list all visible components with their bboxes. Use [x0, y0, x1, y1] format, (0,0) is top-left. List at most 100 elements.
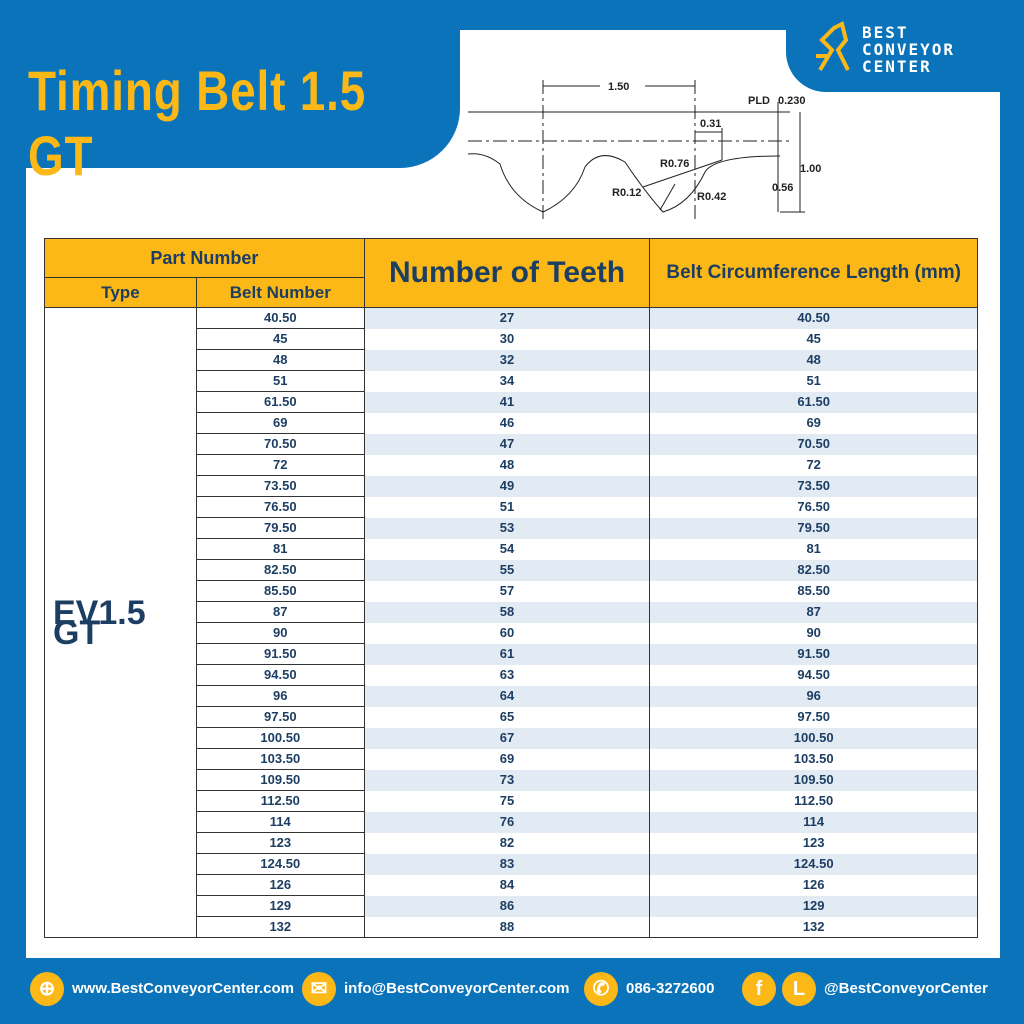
- circumference-cell: 91.50: [649, 643, 978, 665]
- belt-number-cell: 96: [195, 685, 365, 707]
- email-link[interactable]: info@BestConveyorCenter.com: [344, 980, 570, 997]
- belt-number-cell: 72: [195, 454, 365, 476]
- teeth-cell: 51: [363, 496, 651, 518]
- teeth-cell: 88: [363, 916, 651, 938]
- belt-number-cell: 114: [195, 811, 365, 833]
- table-row: 109.50 73 109.50: [45, 769, 978, 791]
- circumference-cell: 51: [649, 370, 978, 392]
- circumference-cell: 40.50: [649, 307, 978, 329]
- belt-number-cell: 40.50: [195, 307, 365, 329]
- circumference-cell: 70.50: [649, 433, 978, 455]
- teeth-cell: 64: [363, 685, 651, 707]
- brand-logo-text: BEST CONVEYOR CENTER: [862, 23, 956, 76]
- teeth-cell: 48: [363, 454, 651, 476]
- circumference-cell: 123: [649, 832, 978, 854]
- line-icon[interactable]: L: [782, 972, 816, 1006]
- circumference-cell: 85.50: [649, 580, 978, 602]
- table-row: 123 82 123: [45, 832, 978, 854]
- circumference-cell: 73.50: [649, 475, 978, 497]
- header-belt-number: Belt Number: [195, 277, 365, 308]
- circumference-cell: 96: [649, 685, 978, 707]
- belt-number-cell: 126: [195, 874, 365, 896]
- teeth-cell: 27: [363, 307, 651, 329]
- belt-number-cell: 112.50: [195, 790, 365, 812]
- circumference-cell: 76.50: [649, 496, 978, 518]
- belt-number-cell: 103.50: [195, 748, 365, 770]
- belt-number-cell: 79.50: [195, 517, 365, 539]
- teeth-cell: 73: [363, 769, 651, 791]
- belt-number-cell: 45: [195, 328, 365, 350]
- belt-number-cell: 132: [195, 916, 365, 938]
- belt-number-cell: 100.50: [195, 727, 365, 749]
- svg-text:0.31: 0.31: [700, 118, 721, 130]
- svg-text:0.230: 0.230: [778, 95, 806, 107]
- table-row: 96 64 96: [45, 685, 978, 707]
- phone-icon: ✆: [584, 972, 618, 1006]
- table-row: 72 48 72: [45, 454, 978, 476]
- teeth-cell: 49: [363, 475, 651, 497]
- belt-number-cell: 61.50: [195, 391, 365, 413]
- table-row: 73.50 49 73.50: [45, 475, 978, 497]
- circumference-cell: 100.50: [649, 727, 978, 749]
- belt-number-cell: 51: [195, 370, 365, 392]
- teeth-cell: 67: [363, 727, 651, 749]
- belt-number-cell: 124.50: [195, 853, 365, 875]
- circumference-cell: 90: [649, 622, 978, 644]
- header-part-number: Part Number: [44, 238, 365, 278]
- belt-number-cell: 82.50: [195, 559, 365, 581]
- belt-number-cell: 48: [195, 349, 365, 371]
- belt-number-cell: 81: [195, 538, 365, 560]
- table-row: 45 30 45: [45, 328, 978, 350]
- type-cell: EV1.5 GT: [44, 307, 197, 938]
- table-row: 100.50 67 100.50: [45, 727, 978, 749]
- teeth-cell: 76: [363, 811, 651, 833]
- svg-text:R0.12: R0.12: [612, 187, 641, 199]
- teeth-cell: 47: [363, 433, 651, 455]
- belt-profile-diagram: 1.50 PLD 0.230 0.31 R0.76 R0.12 R0.42 0.…: [467, 80, 821, 222]
- teeth-cell: 30: [363, 328, 651, 350]
- table-row: 91.50 61 91.50: [45, 643, 978, 665]
- teeth-cell: 61: [363, 643, 651, 665]
- teeth-cell: 83: [363, 853, 651, 875]
- table-row: 90 60 90: [45, 622, 978, 644]
- header-type: Type: [44, 277, 197, 308]
- circumference-cell: 79.50: [649, 517, 978, 539]
- belt-number-cell: 123: [195, 832, 365, 854]
- email-icon: ✉: [302, 972, 336, 1006]
- circumference-cell: 48: [649, 349, 978, 371]
- facebook-icon[interactable]: f: [742, 972, 776, 1006]
- table-row: 97.50 65 97.50: [45, 706, 978, 728]
- svg-text:1.50: 1.50: [608, 81, 629, 93]
- circumference-cell: 97.50: [649, 706, 978, 728]
- svg-text:0.56: 0.56: [772, 182, 793, 194]
- table-row: 48 32 48: [45, 349, 978, 371]
- table-row: 69 46 69: [45, 412, 978, 434]
- belt-number-cell: 87: [195, 601, 365, 623]
- table-row: EV1.5 GT 40.50 27 40.50: [44, 307, 978, 938]
- circumference-cell: 94.50: [649, 664, 978, 686]
- teeth-cell: 54: [363, 538, 651, 560]
- belt-spec-table: Part Number Number of Teeth Belt Circumf…: [44, 238, 978, 938]
- circumference-cell: 124.50: [649, 853, 978, 875]
- teeth-cell: 65: [363, 706, 651, 728]
- footer: ⊕ www.BestConveyorCenter.com ✉ info@Best…: [0, 972, 1024, 1012]
- circumference-cell: 109.50: [649, 769, 978, 791]
- belt-number-cell: 85.50: [195, 580, 365, 602]
- belt-number-cell: 76.50: [195, 496, 365, 518]
- table-row: 61.50 41 61.50: [45, 391, 978, 413]
- table-row: 124.50 83 124.50: [45, 853, 978, 875]
- table-row: 129 86 129: [45, 895, 978, 917]
- phone-number[interactable]: 086-3272600: [626, 980, 715, 997]
- circumference-cell: 45: [649, 328, 978, 350]
- belt-number-cell: 90: [195, 622, 365, 644]
- belt-number-cell: 69: [195, 412, 365, 434]
- logo-icon: [816, 21, 850, 72]
- header-teeth: Number of Teeth: [363, 238, 651, 308]
- website-link[interactable]: www.BestConveyorCenter.com: [72, 980, 295, 997]
- teeth-cell: 58: [363, 601, 651, 623]
- svg-text:R0.42: R0.42: [697, 191, 726, 203]
- teeth-cell: 57: [363, 580, 651, 602]
- table-row: 76.50 51 76.50: [45, 496, 978, 518]
- belt-number-cell: 109.50: [195, 769, 365, 791]
- teeth-cell: 46: [363, 412, 651, 434]
